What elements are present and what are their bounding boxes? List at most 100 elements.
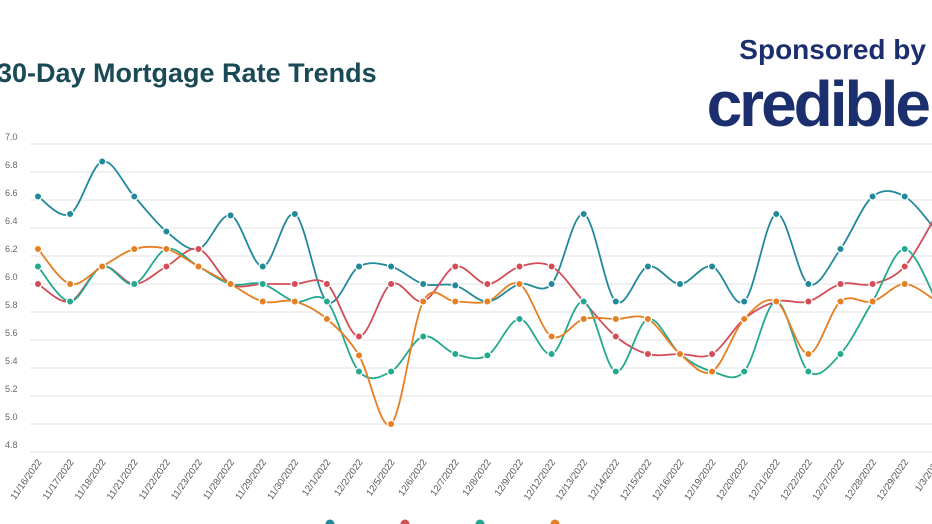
data-point bbox=[836, 297, 845, 306]
data-point bbox=[836, 244, 845, 254]
data-point bbox=[162, 244, 171, 254]
data-point bbox=[130, 279, 139, 289]
data-point bbox=[900, 262, 909, 271]
data-point bbox=[900, 244, 909, 254]
data-point bbox=[33, 279, 43, 289]
data-point bbox=[836, 349, 845, 359]
data-point bbox=[419, 297, 428, 306]
data-point bbox=[804, 367, 813, 376]
x-tick-label: 12/7/2022 bbox=[429, 457, 462, 498]
data-point bbox=[322, 279, 332, 289]
data-point bbox=[611, 367, 621, 376]
data-point bbox=[900, 192, 909, 201]
data-point bbox=[322, 297, 332, 306]
data-point bbox=[97, 157, 107, 166]
data-point bbox=[643, 262, 653, 271]
data-point bbox=[707, 349, 717, 359]
x-tick-label: 11/17/2022 bbox=[41, 457, 77, 502]
data-point bbox=[547, 279, 556, 289]
y-tick-label: 6.8 bbox=[5, 160, 18, 170]
x-tick-label: 11/29/2022 bbox=[233, 457, 269, 502]
data-point bbox=[707, 262, 717, 271]
data-point bbox=[354, 262, 364, 271]
data-point bbox=[483, 351, 492, 360]
y-tick-label: 5.0 bbox=[5, 412, 18, 422]
data-point bbox=[290, 209, 299, 219]
y-tick-label: 6.0 bbox=[5, 272, 18, 282]
x-tick-label: 12/6/2022 bbox=[396, 457, 429, 498]
y-tick-label: 5.6 bbox=[5, 328, 18, 338]
x-tick-label: 12/22/2022 bbox=[779, 457, 815, 502]
data-point bbox=[33, 262, 43, 271]
y-tick-label: 5.4 bbox=[5, 356, 18, 366]
x-tick-label: 12/16/2022 bbox=[650, 457, 686, 502]
data-point bbox=[740, 314, 749, 324]
x-tick-label: 1/3/2023 bbox=[913, 457, 932, 494]
data-point bbox=[740, 367, 749, 376]
data-point bbox=[451, 281, 460, 290]
data-point bbox=[33, 192, 43, 201]
legend-marker bbox=[325, 519, 335, 524]
data-point bbox=[162, 227, 171, 236]
data-point bbox=[868, 297, 877, 306]
y-tick-label: 5.2 bbox=[5, 384, 18, 394]
x-tick-label: 12/2/2022 bbox=[332, 457, 365, 498]
x-tick-label: 11/21/2022 bbox=[105, 457, 141, 502]
x-tick-label: 12/14/2022 bbox=[586, 457, 622, 502]
data-point bbox=[547, 262, 556, 271]
data-point bbox=[162, 262, 171, 271]
sponsor-label: Sponsored by bbox=[739, 34, 926, 65]
x-tick-label: 12/21/2022 bbox=[746, 457, 782, 502]
chart-title: 30-Day Mortgage Rate Trends bbox=[0, 58, 377, 88]
y-tick-label: 6.2 bbox=[5, 244, 18, 254]
data-point bbox=[804, 297, 813, 306]
x-tick-label: 12/9/2022 bbox=[493, 457, 526, 498]
data-point bbox=[772, 209, 781, 219]
x-tick-label: 12/12/2022 bbox=[522, 457, 558, 502]
x-tick-label: 12/20/2022 bbox=[714, 457, 750, 502]
x-tick-label: 11/30/2022 bbox=[265, 457, 301, 502]
data-point bbox=[804, 279, 813, 289]
data-point bbox=[194, 244, 203, 254]
data-point bbox=[740, 297, 749, 306]
data-point bbox=[194, 262, 203, 271]
data-point bbox=[547, 332, 556, 341]
y-tick-label: 6.6 bbox=[5, 188, 18, 198]
data-point bbox=[804, 349, 813, 359]
data-point bbox=[451, 262, 460, 271]
data-point bbox=[579, 297, 588, 306]
data-point bbox=[386, 279, 396, 289]
y-tick-label: 4.8 bbox=[5, 440, 18, 450]
series-line-3 bbox=[37, 245, 932, 426]
x-tick-label: 12/1/2022 bbox=[300, 457, 333, 498]
y-tick-label: 6.4 bbox=[5, 216, 18, 226]
data-point bbox=[386, 419, 396, 429]
data-point bbox=[290, 297, 299, 306]
x-tick-label: 12/5/2022 bbox=[364, 457, 397, 498]
data-point bbox=[130, 192, 139, 201]
data-point bbox=[772, 297, 781, 306]
data-point bbox=[419, 332, 428, 341]
data-point bbox=[707, 367, 717, 376]
data-point bbox=[675, 279, 685, 289]
data-point bbox=[643, 314, 653, 324]
x-tick-label: 11/22/2022 bbox=[137, 457, 173, 502]
x-tick-label: 12/8/2022 bbox=[461, 457, 494, 498]
y-tick-label: 5.8 bbox=[5, 300, 18, 310]
data-point bbox=[451, 297, 460, 306]
data-point bbox=[419, 279, 428, 289]
data-point bbox=[290, 279, 299, 289]
data-point bbox=[483, 297, 492, 306]
data-point bbox=[65, 297, 75, 306]
data-point bbox=[547, 349, 556, 359]
data-point bbox=[611, 297, 621, 306]
data-point bbox=[611, 332, 621, 341]
x-tick-label: 12/19/2022 bbox=[682, 457, 718, 502]
data-point bbox=[643, 349, 653, 359]
data-point bbox=[97, 262, 107, 271]
data-point bbox=[868, 192, 877, 201]
x-tick-label: 11/23/2022 bbox=[169, 457, 205, 502]
x-tick-label: 12/13/2022 bbox=[554, 457, 590, 502]
data-point bbox=[483, 279, 492, 289]
